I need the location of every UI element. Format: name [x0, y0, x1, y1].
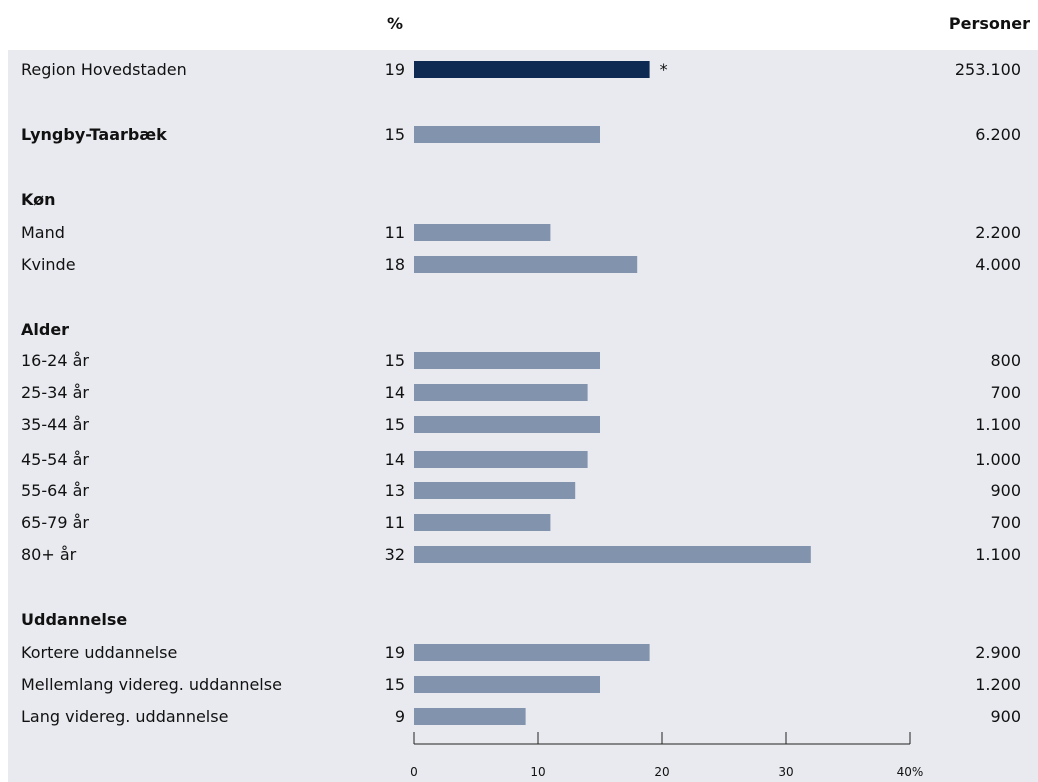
65-79-aar-value: 11 [385, 513, 405, 532]
x-tick-label: 40% [897, 765, 924, 779]
mellemlang-videreg-uddannelse-bar [414, 676, 600, 693]
lang-videreg-uddannelse-bar [414, 708, 526, 725]
80-aar-persons: 1.100 [975, 545, 1021, 564]
kortere-uddannelse-value: 19 [385, 643, 405, 662]
x-axis: 0 10 20 30 40% [410, 732, 923, 779]
region-hovedstaden-value: 19 [385, 60, 405, 79]
x-tick-label: 30 [778, 765, 793, 779]
kvinde-value: 18 [385, 255, 405, 274]
45-54-aar-value: 14 [385, 450, 405, 469]
uddannelse-label: Uddannelse [21, 610, 127, 629]
kortere-uddannelse-persons: 2.900 [975, 643, 1021, 662]
45-54-aar-label: 45-54 år [21, 450, 89, 469]
25-34-aar-value: 14 [385, 383, 405, 402]
x-tick-label: 0 [410, 765, 418, 779]
80-aar-value: 32 [385, 545, 405, 564]
lyngby-taarbaek-persons: 6.200 [975, 125, 1021, 144]
mand-persons: 2.200 [975, 223, 1021, 242]
chart-rows: Region Hovedstaden 19 * 253.100 Lyngby-Taarb… [21, 60, 1021, 726]
25-34-aar-bar [414, 384, 588, 401]
16-24-aar-value: 15 [385, 351, 405, 370]
x-tick-label: 20 [654, 765, 669, 779]
25-34-aar-label: 25-34 år [21, 383, 89, 402]
lang-videreg-uddannelse-persons: 900 [990, 707, 1021, 726]
65-79-aar-bar [414, 514, 551, 531]
55-64-aar-bar [414, 482, 576, 499]
lang-videreg-uddannelse-label: Lang videreg. uddannelse [21, 707, 228, 726]
kortere-uddannelse-label: Kortere uddannelse [21, 643, 177, 662]
x-tick-label: 10 [530, 765, 545, 779]
region-hovedstaden-label: Region Hovedstaden [21, 60, 187, 79]
kvinde-persons: 4.000 [975, 255, 1021, 274]
65-79-aar-persons: 700 [990, 513, 1021, 532]
55-64-aar-label: 55-64 år [21, 481, 89, 500]
region-hovedstaden-persons: 253.100 [955, 60, 1021, 79]
80-aar-bar [414, 546, 811, 563]
lyngby-taarbaek-label: Lyngby-Taarbæk [21, 125, 167, 144]
45-54-aar-persons: 1.000 [975, 450, 1021, 469]
mellemlang-videreg-uddannelse-value: 15 [385, 675, 405, 694]
65-79-aar-label: 65-79 år [21, 513, 89, 532]
kvinde-bar [414, 256, 638, 273]
45-54-aar-bar [414, 451, 588, 468]
55-64-aar-persons: 900 [990, 481, 1021, 500]
35-44-aar-value: 15 [385, 415, 405, 434]
16-24-aar-bar [414, 352, 600, 369]
percent-column-header: % [387, 14, 403, 33]
kvinde-label: Kvinde [21, 255, 76, 274]
80-aar-label: 80+ år [21, 545, 77, 564]
35-44-aar-bar [414, 416, 600, 433]
persons-column-header: Personer [949, 14, 1030, 33]
16-24-aar-label: 16-24 år [21, 351, 89, 370]
mellemlang-videreg-uddannelse-persons: 1.200 [975, 675, 1021, 694]
region-hovedstaden-marker: * [660, 60, 668, 79]
lang-videreg-uddannelse-value: 9 [395, 707, 405, 726]
lyngby-taarbaek-value: 15 [385, 125, 405, 144]
35-44-aar-persons: 1.100 [975, 415, 1021, 434]
kortere-uddannelse-bar [414, 644, 650, 661]
25-34-aar-persons: 700 [990, 383, 1021, 402]
mand-value: 11 [385, 223, 405, 242]
mand-label: Mand [21, 223, 65, 242]
35-44-aar-label: 35-44 år [21, 415, 89, 434]
mellemlang-videreg-uddannelse-label: Mellemlang videreg. uddannelse [21, 675, 282, 694]
region-hovedstaden-bar [414, 61, 650, 78]
55-64-aar-value: 13 [385, 481, 405, 500]
lyngby-taarbaek-bar [414, 126, 600, 143]
alder-label: Alder [21, 320, 69, 339]
16-24-aar-persons: 800 [990, 351, 1021, 370]
koen-label: Køn [21, 190, 56, 209]
mand-bar [414, 224, 551, 241]
